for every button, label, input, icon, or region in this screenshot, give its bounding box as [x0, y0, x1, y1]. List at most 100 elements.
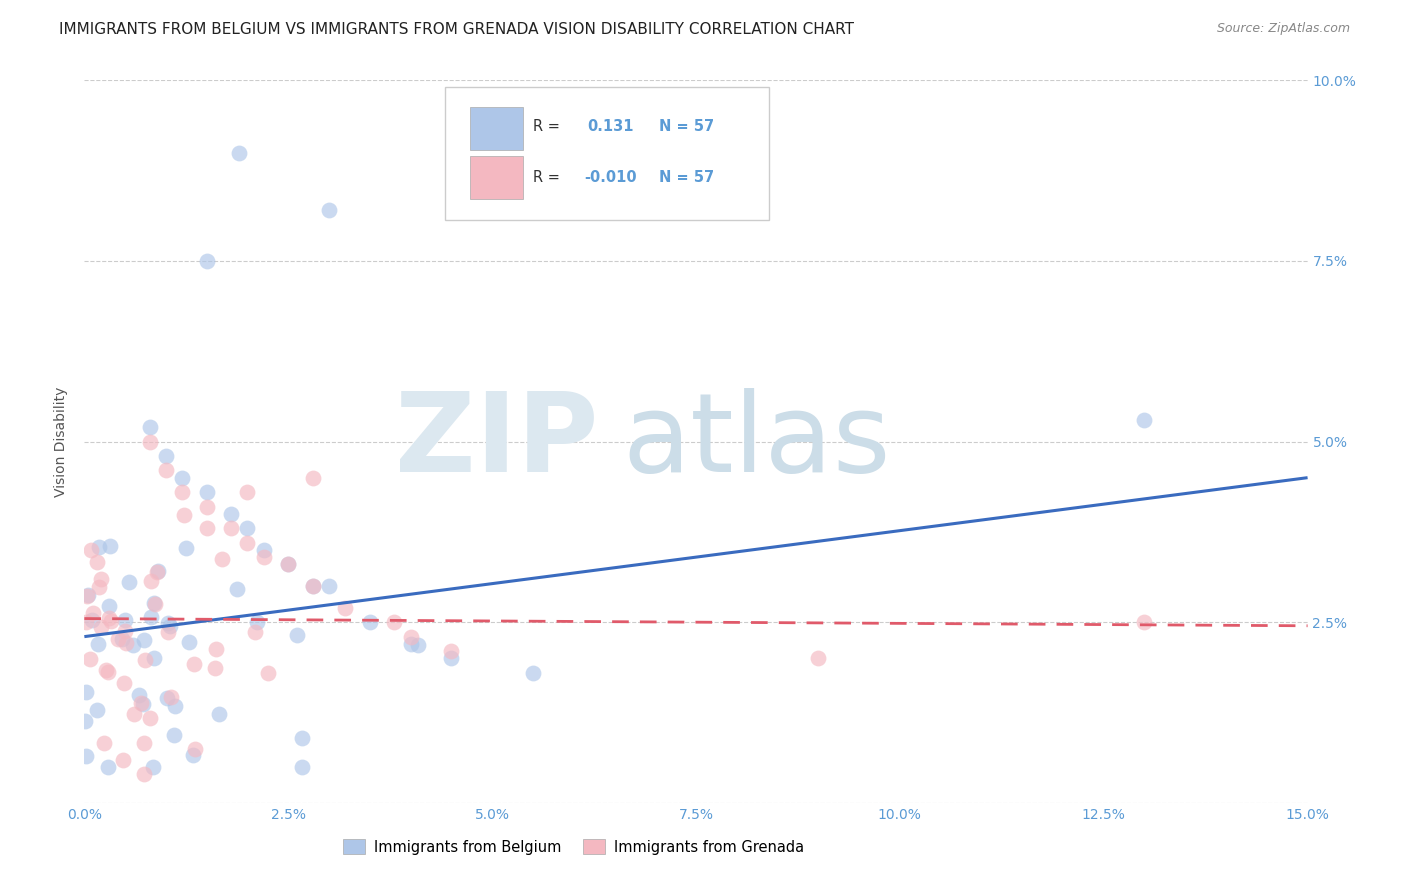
- Point: [114, 613, 136, 627]
- Point: [75, 748, 97, 763]
- Point: [219, 507, 242, 521]
- Point: [301, 579, 323, 593]
- Point: [82, 607, 104, 621]
- Point: [291, 731, 314, 746]
- Point: [205, 642, 228, 657]
- Point: [807, 651, 830, 665]
- Point: [80, 613, 103, 627]
- Point: [132, 767, 155, 781]
- Point: [156, 691, 179, 706]
- Point: [79, 651, 101, 665]
- Point: [76, 589, 98, 603]
- Point: [142, 760, 165, 774]
- Point: [129, 696, 152, 710]
- Point: [97, 665, 120, 679]
- Point: [157, 616, 180, 631]
- Point: [176, 541, 198, 555]
- Point: [219, 521, 242, 535]
- Point: [522, 665, 544, 680]
- Point: [122, 706, 145, 721]
- Point: [204, 660, 226, 674]
- Point: [399, 637, 422, 651]
- Legend: Immigrants from Belgium, Immigrants from Grenada: Immigrants from Belgium, Immigrants from…: [337, 833, 810, 861]
- Point: [181, 748, 204, 763]
- Point: [114, 624, 136, 638]
- Point: [111, 632, 134, 646]
- Point: [285, 628, 308, 642]
- Text: 0.131: 0.131: [588, 119, 634, 134]
- Point: [142, 596, 165, 610]
- Point: [80, 543, 103, 558]
- Point: [98, 539, 121, 553]
- Point: [195, 254, 218, 268]
- Point: [195, 500, 218, 514]
- Point: [139, 711, 162, 725]
- Point: [90, 620, 112, 634]
- Point: [440, 651, 463, 665]
- FancyBboxPatch shape: [470, 156, 523, 199]
- Text: N = 57: N = 57: [659, 169, 714, 185]
- Point: [228, 145, 250, 160]
- Point: [143, 597, 166, 611]
- FancyBboxPatch shape: [446, 87, 769, 220]
- Point: [96, 760, 118, 774]
- Point: [146, 564, 169, 578]
- Point: [86, 703, 108, 717]
- Point: [138, 434, 160, 449]
- Point: [160, 690, 183, 704]
- Point: [73, 714, 96, 728]
- Point: [173, 508, 195, 522]
- Text: Source: ZipAtlas.com: Source: ZipAtlas.com: [1216, 22, 1350, 36]
- Point: [277, 558, 299, 572]
- Point: [179, 635, 201, 649]
- Point: [359, 615, 381, 630]
- Point: [172, 471, 194, 485]
- Point: [138, 420, 160, 434]
- Point: [211, 551, 233, 566]
- Point: [141, 609, 163, 624]
- Point: [156, 624, 179, 639]
- Point: [146, 565, 169, 579]
- Text: R =: R =: [533, 169, 560, 185]
- Point: [89, 540, 111, 554]
- Point: [86, 637, 108, 651]
- Point: [301, 579, 323, 593]
- Point: [406, 638, 429, 652]
- Y-axis label: Vision Disability: Vision Disability: [55, 386, 69, 497]
- Point: [440, 644, 463, 658]
- Point: [128, 689, 150, 703]
- Point: [256, 666, 278, 681]
- Point: [134, 735, 156, 749]
- Point: [318, 203, 340, 218]
- Point: [253, 542, 276, 557]
- Point: [291, 760, 314, 774]
- Point: [236, 521, 259, 535]
- Point: [94, 663, 117, 677]
- Point: [90, 572, 112, 586]
- Point: [155, 449, 177, 463]
- Point: [195, 485, 218, 500]
- Point: [163, 699, 186, 714]
- Point: [172, 485, 194, 500]
- Point: [183, 657, 205, 672]
- Point: [236, 535, 259, 549]
- Point: [163, 728, 186, 742]
- Point: [100, 614, 122, 628]
- Text: ZIP: ZIP: [395, 388, 598, 495]
- Point: [107, 632, 129, 647]
- Point: [117, 574, 139, 589]
- Text: atlas: atlas: [623, 388, 891, 495]
- Text: N = 57: N = 57: [659, 119, 714, 134]
- Point: [253, 550, 276, 565]
- Point: [139, 574, 162, 588]
- Point: [301, 471, 323, 485]
- Point: [245, 625, 267, 640]
- Point: [155, 463, 177, 477]
- Point: [335, 600, 357, 615]
- Point: [143, 651, 166, 665]
- Text: R =: R =: [533, 119, 560, 134]
- Point: [399, 630, 422, 644]
- Point: [75, 684, 97, 698]
- Point: [76, 590, 98, 604]
- Point: [86, 555, 108, 569]
